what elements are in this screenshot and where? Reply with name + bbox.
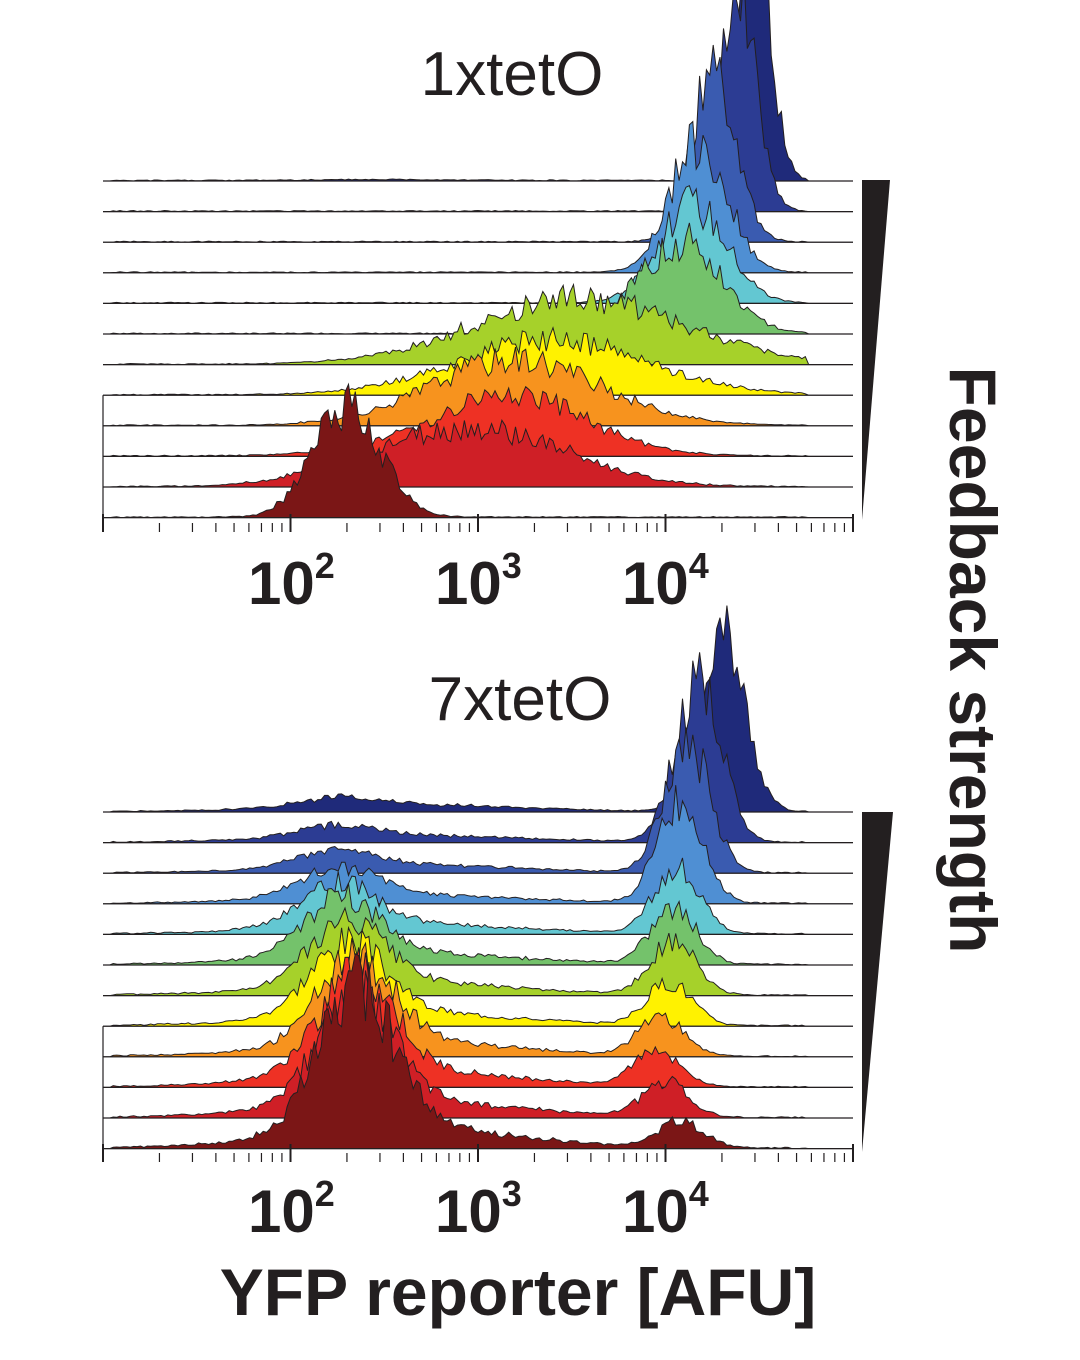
tick-label-10000: 104: [622, 1173, 709, 1245]
tick-label-10000: 104: [622, 545, 709, 617]
x-axis-title: YFP reporter [AFU]: [220, 1255, 817, 1329]
panel-1xteto: 1xtetO 102 103 104: [102, 0, 890, 617]
ridge-series-1: [103, 953, 853, 1150]
ridge-series-11: [103, 652, 853, 844]
ridge-series-6: [103, 906, 853, 997]
tick-label-100: 102: [248, 1173, 335, 1245]
x-axis: [102, 514, 854, 532]
ridge-group: [102, 605, 853, 1150]
panel-title: 1xtetO: [421, 40, 604, 109]
tick-label-100: 102: [248, 545, 335, 617]
x-tick-labels: 102 103 104: [248, 545, 709, 617]
feedback-wedge: [862, 812, 893, 1152]
ridge-series-9: [103, 785, 853, 905]
panel-7xteto: 7xtetO 102 103 104: [102, 605, 893, 1245]
panel-title: 7xtetO: [429, 665, 612, 734]
ridge-series-5: [103, 925, 853, 1027]
ridge-series-7: [103, 883, 853, 966]
feedback-strength-label: Feedback strength: [936, 367, 1010, 954]
tick-label-1000: 103: [435, 1173, 522, 1245]
ridge-series-6: [103, 282, 853, 366]
ridge-series-4: [103, 937, 853, 1058]
x-tick-labels: 102 103 104: [248, 1173, 709, 1245]
ridge-series-3: [103, 947, 853, 1088]
ridge-series-3: [103, 385, 853, 457]
ridge-series-4: [103, 346, 853, 427]
x-axis: [102, 1144, 854, 1162]
ridge-group: [102, 0, 853, 520]
feedback-wedge: [862, 180, 890, 520]
ridge-series-2: [103, 418, 853, 488]
tick-label-1000: 103: [435, 545, 522, 617]
ridge-series-2: [103, 969, 853, 1119]
